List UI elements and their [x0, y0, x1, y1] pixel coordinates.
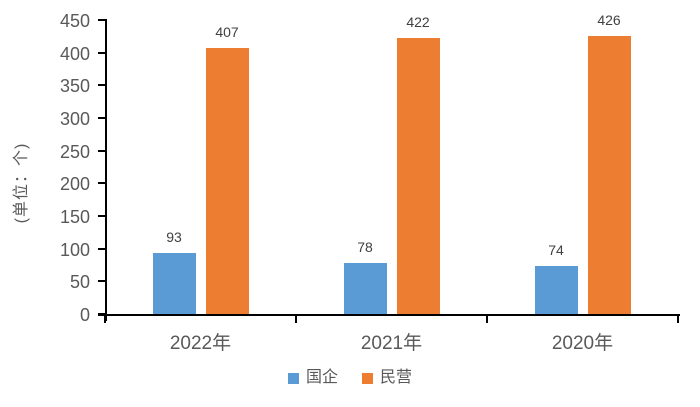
y-tick-label: 400 [59, 43, 90, 64]
y-tick-label: 0 [79, 305, 90, 325]
y-tick-label: 250 [59, 141, 90, 162]
legend-item-民营: 民营 [362, 370, 412, 386]
y-tick-mark [98, 149, 105, 152]
y-tick-mark [98, 247, 105, 250]
y-tick-mark [98, 117, 105, 119]
legend-swatch-icon [362, 372, 373, 384]
y-tick-label: 300 [59, 109, 90, 129]
legend-label: 民营 [380, 369, 413, 386]
y-axis-line [105, 19, 107, 321]
y-tick-label: 100 [59, 239, 90, 260]
legend-swatch-icon [287, 372, 299, 384]
y-tick-label: 50 [69, 272, 90, 293]
bar-国企-2020年 [534, 265, 578, 314]
value-label: 74 [548, 241, 564, 258]
y-tick-label: 200 [59, 174, 90, 195]
y-tick-mark [98, 84, 105, 87]
x-axis-line [98, 314, 680, 316]
y-tick-mark [98, 182, 105, 185]
value-label: 407 [215, 24, 239, 41]
legend-label: 国企 [305, 369, 338, 386]
x-category-label: 2021年 [360, 333, 423, 354]
y-tick-mark [98, 280, 105, 283]
x-tick-mark [677, 316, 679, 323]
y-tick-label: 450 [59, 11, 90, 31]
value-label: 93 [166, 229, 182, 246]
value-label: 422 [406, 14, 430, 31]
bar-民营-2020年 [587, 35, 631, 314]
value-label: 78 [357, 239, 373, 256]
x-tick-mark [295, 316, 297, 323]
x-category-label: 2020年 [551, 333, 614, 354]
x-category-label: 2022年 [169, 333, 232, 354]
bar-国企-2021年 [343, 263, 387, 314]
x-tick-mark [486, 316, 488, 323]
bar-民营-2021年 [396, 38, 440, 314]
legend-item-国企: 国企 [287, 369, 338, 386]
value-label: 426 [597, 11, 621, 28]
legend: 国企 民营 [0, 366, 700, 390]
y-tick-label: 350 [59, 76, 90, 97]
x-tick-mark [104, 316, 106, 323]
bar-民营-2022年 [205, 48, 249, 314]
y-tick-mark [98, 51, 105, 54]
y-tick-mark [98, 19, 105, 21]
y-tick-mark [98, 215, 105, 217]
y-tick-label: 150 [59, 207, 90, 227]
y-axis-title: (单位：个) [13, 142, 30, 224]
bar-国企-2022年 [152, 253, 196, 314]
